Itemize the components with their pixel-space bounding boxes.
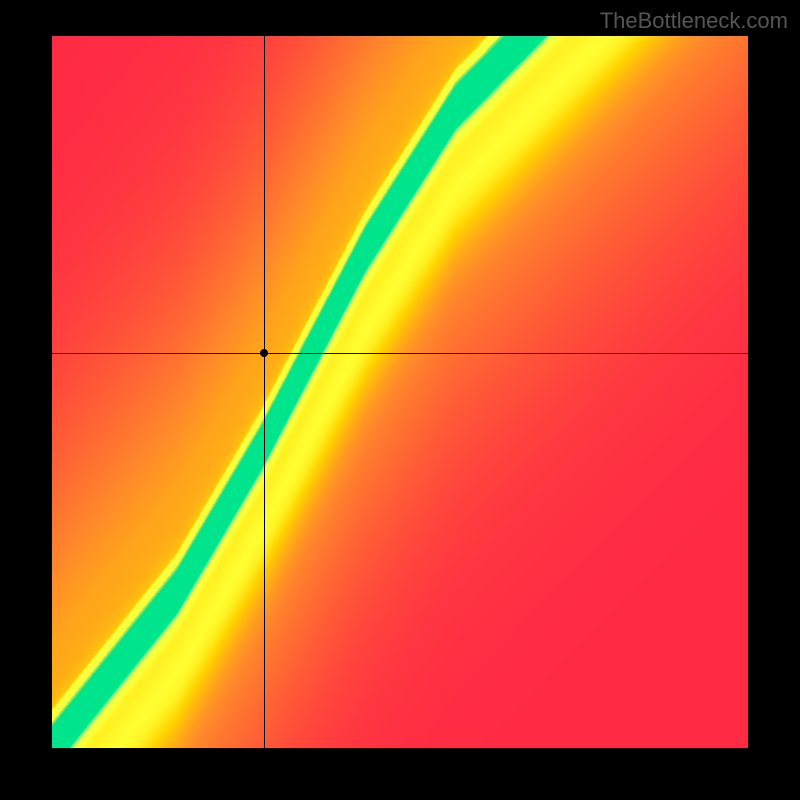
crosshair-marker [260,349,268,357]
crosshair-vertical [264,36,265,748]
watermark-text: TheBottleneck.com [600,8,788,34]
crosshair-horizontal [52,353,748,354]
heatmap-canvas [52,36,748,748]
chart-container: TheBottleneck.com [0,0,800,800]
